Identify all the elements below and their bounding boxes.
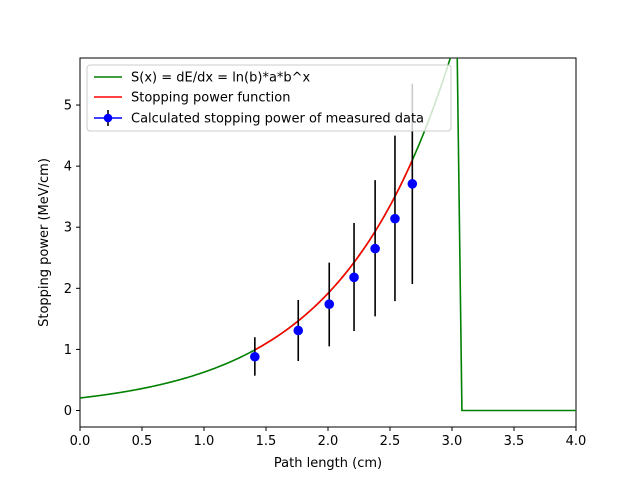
legend-label-fit: Stopping power function [131, 91, 290, 106]
legend-swatch-measured-marker [103, 113, 113, 123]
legend: S(x) = dE/dx = ln(b)*a*b^x Stopping power… [86, 64, 452, 132]
legend-label-model: S(x) = dE/dx = ln(b)*a*b^x [131, 71, 311, 86]
axes: 0.0 0.5 1.0 1.5 2.0 2.5 3.0 3.5 4.0 0 1 2 3 4 5 Path le… [37, 57, 587, 471]
x-tick-label: 1.0 [194, 434, 215, 449]
y-tick-label: 2 [64, 282, 72, 297]
data-point [390, 213, 400, 224]
x-tick-label: 0.5 [132, 434, 153, 449]
x-tick-label: 2.5 [380, 434, 401, 449]
y-tick-label: 3 [64, 221, 72, 236]
data-point [324, 299, 335, 310]
y-tick-label: 4 [64, 160, 72, 175]
legend-label-measured: Calculated stopping power of measured da… [131, 112, 424, 127]
x-tick-label: 2.0 [318, 434, 339, 449]
series-line-fit [254, 159, 414, 351]
y-tick-label: 1 [64, 343, 72, 358]
data-point [293, 325, 304, 336]
plot-content [80, 58, 576, 412]
series-layer [80, 58, 576, 412]
x-axis-label: Path length (cm) [274, 456, 382, 471]
data-point [250, 351, 260, 362]
x-tick-label: 0.0 [70, 434, 91, 449]
data-point [370, 243, 380, 254]
legend-box [86, 64, 452, 132]
y-axis-label: Stopping power (MeV/cm) [37, 158, 52, 327]
x-tick-label: 3.5 [504, 434, 525, 449]
data-point [407, 179, 418, 189]
x-tick-label: 4.0 [566, 434, 587, 449]
x-tick-label: 1.5 [256, 434, 277, 449]
y-tick-label: 5 [64, 99, 72, 114]
x-tick-label: 3.0 [442, 434, 463, 449]
y-tick-label: 0 [64, 404, 72, 419]
data-point [349, 272, 359, 283]
